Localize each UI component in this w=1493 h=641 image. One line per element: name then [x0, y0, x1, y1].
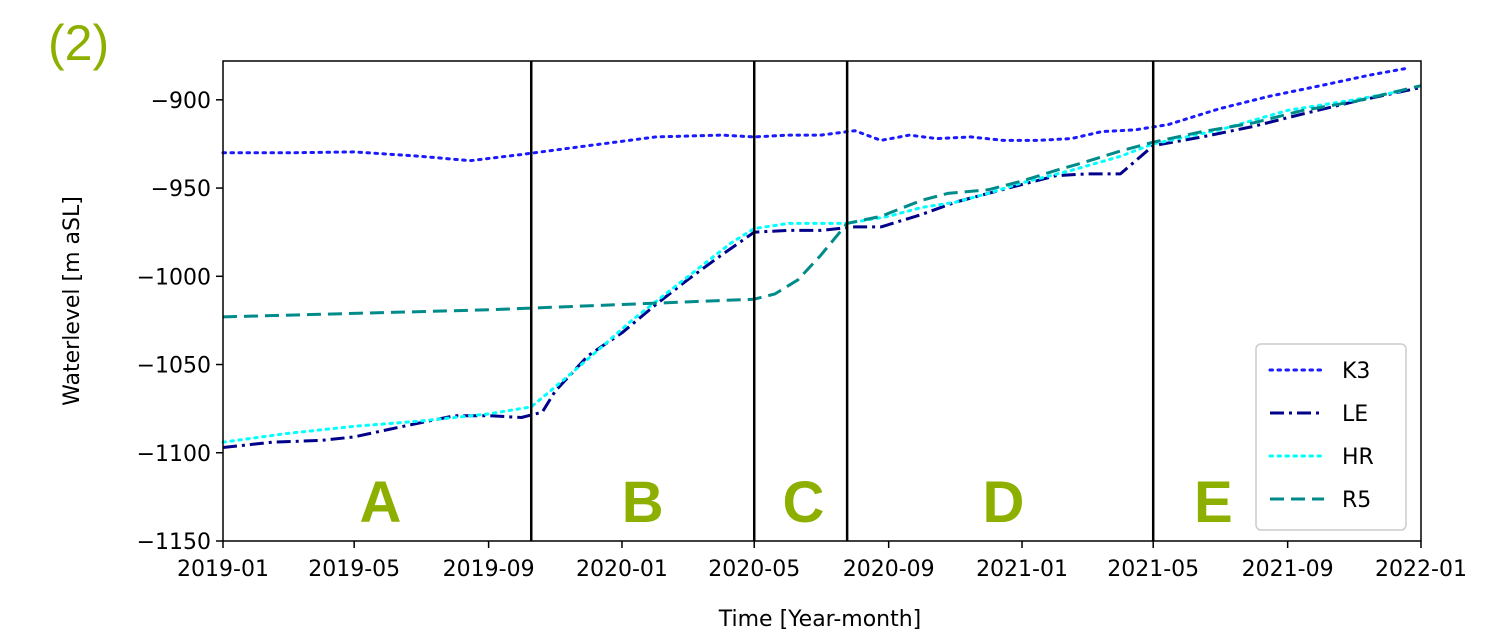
legend-label-hr: HR [1342, 445, 1374, 470]
legend-label-r5: R5 [1342, 488, 1371, 513]
x-tick-label: 2021-01 [976, 557, 1068, 582]
y-tick-label: −900 [151, 89, 211, 114]
y-tick-label: −1050 [137, 354, 211, 379]
series-line-r5 [222, 84, 1422, 319]
series-line-hr [221, 89, 1404, 444]
x-tick-label: 2022-01 [1375, 557, 1467, 582]
region-label-c: C [782, 470, 824, 535]
plot-frame [222, 60, 1422, 542]
region-label-b: B [622, 470, 664, 535]
y-tick-label: −950 [151, 177, 211, 202]
y-axis-label: Waterlevel [m aSL] [60, 196, 85, 406]
x-tick-label: 2021-05 [1107, 557, 1199, 582]
series-line-le [222, 86, 1422, 449]
legend-label-le: LE [1342, 402, 1368, 427]
region-label-d: D [983, 470, 1025, 535]
x-tick-label: 2019-09 [443, 557, 535, 582]
legend-label-k3: K3 [1342, 359, 1370, 384]
x-axis-label: Time [Year-month] [718, 607, 922, 632]
region-label-e: E [1194, 470, 1233, 535]
y-tick-label: −1000 [137, 265, 211, 290]
x-tick-label: 2020-05 [708, 557, 800, 582]
x-tick-label: 2019-01 [177, 557, 269, 582]
legend-box [1255, 343, 1407, 531]
x-tick-label: 2020-01 [576, 557, 668, 582]
panel-label: (2) [48, 15, 109, 71]
series-line-k3 [221, 66, 1410, 163]
y-tick-label: −1100 [137, 442, 211, 467]
x-tick-label: 2020-09 [843, 557, 935, 582]
x-tick-label: 2019-05 [308, 557, 400, 582]
x-tick-label: 2021-09 [1242, 557, 1334, 582]
y-tick-label: −1150 [137, 530, 211, 555]
region-label-a: A [359, 470, 401, 535]
